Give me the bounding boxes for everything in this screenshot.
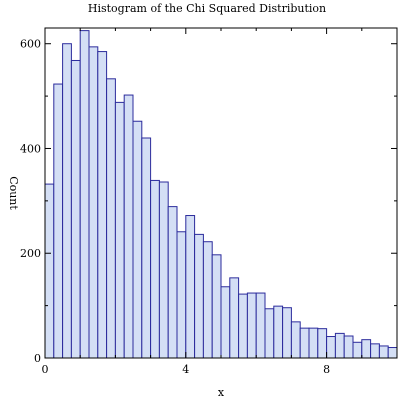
histogram-bar — [123, 94, 134, 359]
histogram-bar — [88, 46, 99, 359]
histogram-bar — [141, 137, 152, 359]
histogram-bar — [132, 120, 143, 359]
histogram-bar — [352, 341, 363, 359]
x-tick-label: 0 — [42, 363, 49, 376]
histogram-bar — [299, 327, 310, 359]
histogram-bar — [220, 286, 231, 359]
histogram-bar — [194, 233, 204, 359]
histogram-bar — [158, 181, 169, 359]
histogram-bar — [79, 30, 90, 359]
histogram-bar — [308, 327, 319, 359]
histogram-bar — [114, 101, 125, 359]
histogram-bar — [282, 307, 292, 359]
histogram-bar — [246, 292, 257, 359]
histogram-bar — [106, 78, 116, 359]
ticks-group: 0 4 8 0 200 400 600 — [20, 28, 398, 376]
histogram-bar — [273, 305, 284, 359]
histogram-bar — [370, 343, 380, 359]
y-tick-label: 600 — [20, 38, 41, 51]
x-tick-label: 8 — [323, 363, 330, 376]
histogram-bar — [290, 321, 301, 359]
histogram-bar — [361, 339, 372, 359]
histogram-bar — [334, 332, 345, 359]
histogram-bar — [211, 254, 222, 359]
x-tick-label: 4 — [182, 363, 189, 376]
histogram-bar — [343, 335, 354, 359]
histogram-bar — [150, 179, 160, 359]
histogram-bar — [44, 183, 55, 359]
y-tick-label: 0 — [34, 352, 41, 365]
histogram-bar — [317, 328, 328, 359]
chart-title: Histogram of the Chi Squared Distributio… — [88, 2, 326, 15]
histogram-bar — [255, 292, 266, 359]
bars-group — [44, 30, 398, 359]
histogram-bar — [97, 51, 108, 359]
histogram-bar — [53, 83, 64, 359]
histogram-bar — [202, 241, 213, 359]
histogram-bar — [238, 293, 248, 359]
histogram-bar — [62, 43, 72, 359]
histogram-bar — [176, 231, 187, 359]
histogram-bar — [264, 308, 275, 359]
x-axis-label: x — [218, 386, 225, 399]
histogram-bar — [185, 215, 196, 359]
y-axis-label: Count — [7, 176, 20, 210]
histogram-bar — [378, 345, 389, 359]
histogram-bar — [326, 336, 336, 359]
y-tick-label: 200 — [20, 247, 41, 260]
y-tick-label: 400 — [20, 142, 41, 155]
histogram-bar — [229, 277, 240, 359]
histogram-bar — [70, 59, 81, 359]
histogram-bar — [387, 347, 398, 359]
histogram-bar — [167, 206, 178, 359]
